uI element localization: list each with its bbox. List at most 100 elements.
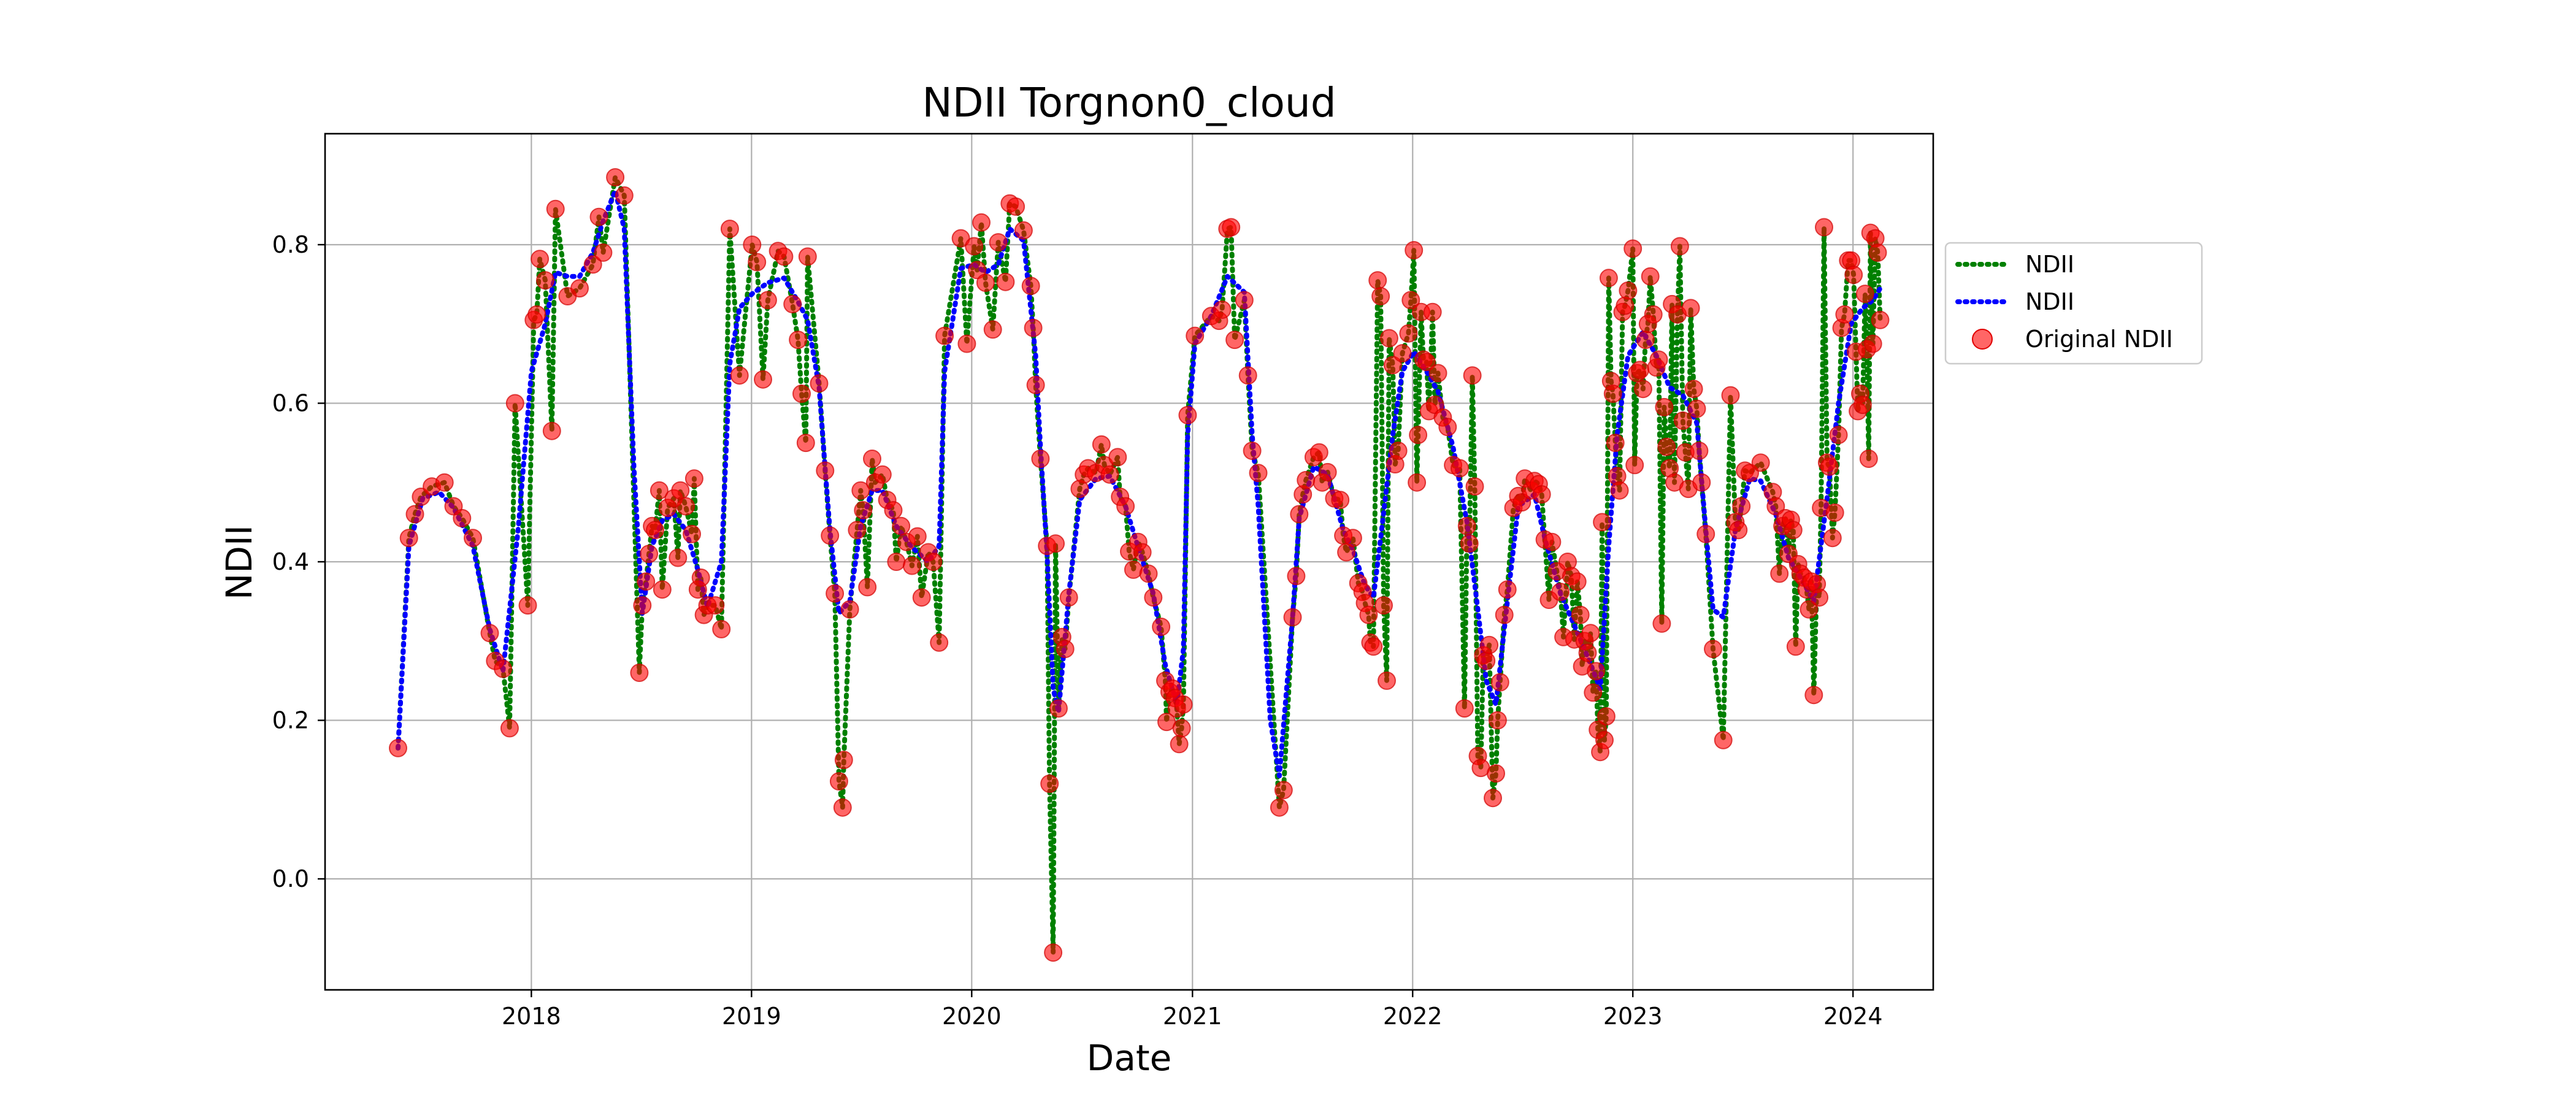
- original-ndii-point: [1457, 516, 1476, 535]
- original-ndii-point: [1408, 473, 1427, 492]
- original-ndii-point: [1810, 588, 1829, 607]
- original-ndii-point: [1800, 600, 1819, 619]
- original-ndii-point: [505, 394, 524, 413]
- original-ndii-point: [640, 545, 659, 564]
- original-ndii-point: [1186, 326, 1205, 345]
- original-ndii-point: [1222, 218, 1241, 237]
- original-ndii-point: [1417, 353, 1436, 372]
- original-ndii-point: [1364, 637, 1383, 656]
- original-ndii-point: [1359, 605, 1378, 624]
- original-ndii-point: [1636, 331, 1655, 350]
- original-ndii-point: [1633, 380, 1652, 399]
- y-axis-title: NDII: [218, 525, 260, 600]
- original-ndii-point: [1133, 543, 1152, 562]
- legend-swatch-original-marker: [1972, 329, 1993, 350]
- original-ndii-point: [1451, 459, 1469, 478]
- original-ndii-point: [1368, 271, 1387, 290]
- original-ndii-point: [1423, 302, 1442, 321]
- original-ndii-point: [1684, 380, 1703, 399]
- y-tick-label: 0.6: [272, 389, 309, 416]
- original-ndii-point: [1031, 450, 1050, 468]
- original-ndii-point: [1014, 221, 1033, 240]
- original-ndii-point: [1401, 291, 1420, 310]
- original-ndii-point: [712, 619, 731, 638]
- original-ndii-point: [1371, 287, 1390, 305]
- x-axis-title: Date: [1087, 1037, 1172, 1079]
- original-ndii-point: [1587, 662, 1606, 681]
- original-ndii-point: [1751, 453, 1770, 472]
- original-ndii-point: [758, 291, 777, 310]
- original-ndii-point: [1770, 564, 1789, 583]
- x-tick-label: 2019: [722, 1003, 781, 1030]
- original-ndii-point: [684, 469, 703, 488]
- original-ndii-point: [968, 261, 987, 280]
- original-ndii-point: [1213, 301, 1232, 319]
- original-ndii-point: [965, 237, 984, 256]
- original-ndii-point: [1178, 405, 1197, 424]
- original-ndii-point: [527, 305, 546, 324]
- original-ndii-point: [775, 247, 794, 266]
- original-ndii-point: [1606, 434, 1625, 453]
- original-ndii-point: [1379, 329, 1398, 348]
- original-ndii-point: [989, 233, 1008, 252]
- original-ndii-point: [1283, 608, 1302, 627]
- original-ndii-point: [1274, 781, 1293, 800]
- original-ndii-point: [1331, 491, 1350, 510]
- original-ndii-point: [1174, 695, 1193, 714]
- original-ndii-point: [1543, 532, 1562, 551]
- original-ndii-point: [500, 719, 519, 738]
- original-ndii-point: [930, 633, 949, 652]
- legend: NDII NDII Original NDII: [1944, 242, 2203, 365]
- original-ndii-point: [1046, 534, 1065, 553]
- original-ndii-point: [983, 320, 1002, 339]
- original-ndii-point: [816, 461, 835, 480]
- original-ndii-point: [1835, 305, 1854, 324]
- original-ndii-point: [1690, 442, 1709, 460]
- original-ndii-point: [1868, 243, 1887, 262]
- original-ndii-point: [1152, 618, 1171, 636]
- original-ndii-point: [792, 385, 811, 403]
- original-ndii-point: [851, 481, 870, 500]
- original-ndii-point: [542, 421, 561, 440]
- original-ndii-point: [669, 548, 688, 567]
- original-ndii-point: [1021, 277, 1040, 296]
- original-ndii-point: [1804, 686, 1823, 705]
- y-tick-label: 0.4: [272, 548, 309, 575]
- original-ndii-point: [1644, 305, 1663, 324]
- y-tick-label: 0.0: [272, 865, 309, 892]
- original-ndii-point: [996, 272, 1015, 291]
- original-ndii-point: [646, 521, 664, 540]
- original-ndii-point: [748, 253, 767, 272]
- original-ndii-point: [531, 250, 550, 269]
- original-ndii-point: [1855, 285, 1874, 304]
- x-tick-label: 2023: [1603, 1003, 1663, 1030]
- original-ndii-point: [1871, 310, 1890, 329]
- original-ndii-point: [1235, 291, 1254, 310]
- original-ndii-point: [1378, 671, 1396, 690]
- original-ndii-point: [1681, 299, 1700, 318]
- original-ndii-point: [873, 465, 892, 484]
- original-ndii-point: [1687, 399, 1706, 418]
- original-ndii-point: [1498, 580, 1517, 599]
- x-tick-label: 2018: [502, 1003, 561, 1030]
- original-ndii-point: [935, 326, 954, 345]
- legend-label-original-ndii: Original NDII: [2025, 326, 2173, 353]
- legend-label-ndii-green: NDII: [2025, 251, 2074, 278]
- original-ndii-point: [908, 527, 927, 546]
- original-ndii-point: [833, 798, 852, 817]
- original-ndii-point: [1428, 364, 1447, 383]
- original-ndii-point: [1477, 651, 1496, 670]
- original-ndii-point: [1059, 588, 1078, 607]
- original-ndii-point: [671, 481, 690, 500]
- original-ndii-point: [1374, 596, 1393, 615]
- original-ndii-point: [536, 271, 554, 290]
- original-ndii-point: [1487, 764, 1505, 783]
- original-ndii-point: [633, 596, 652, 615]
- y-tick-label: 0.8: [272, 231, 309, 258]
- original-ndii-point: [858, 578, 877, 597]
- original-ndii-point: [1863, 334, 1882, 353]
- original-ndii-point: [1465, 477, 1484, 496]
- original-ndii-point: [570, 279, 589, 298]
- original-ndii-point: [1116, 497, 1135, 516]
